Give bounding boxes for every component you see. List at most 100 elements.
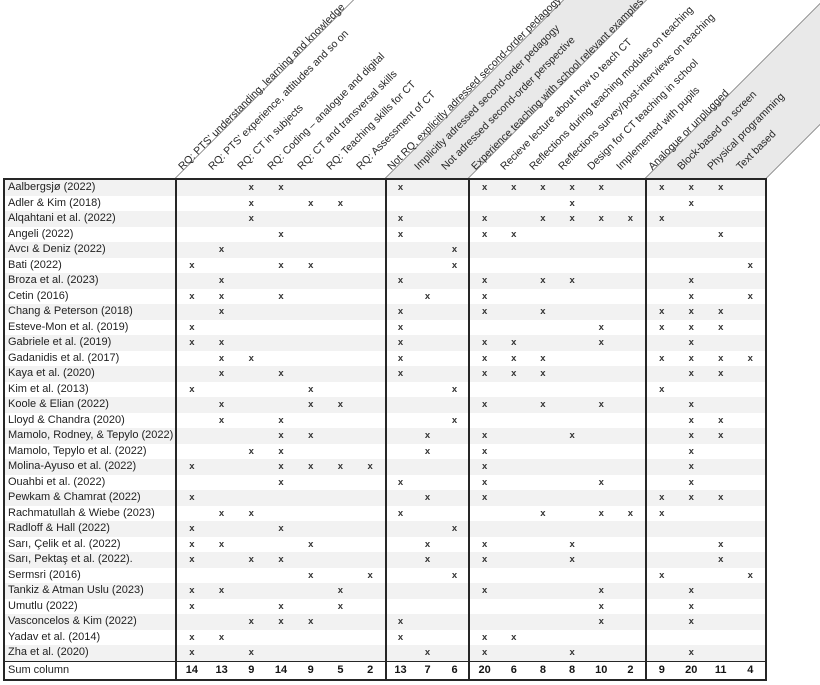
matrix-cell: x [397, 306, 404, 317]
matrix-cell [587, 521, 616, 537]
matrix-cell: x [278, 368, 284, 379]
matrix-cell [528, 242, 557, 258]
matrix-cell [326, 227, 356, 243]
matrix-cell [587, 413, 616, 429]
matrix-cell [387, 583, 414, 599]
matrix-cell: x [718, 228, 724, 240]
matrix-cell [266, 506, 296, 522]
matrix-cell [326, 645, 356, 661]
matrix-cell [499, 428, 528, 444]
matrix-cell [706, 196, 736, 212]
matrix-cell [587, 289, 616, 305]
matrix-cell [616, 227, 645, 243]
matrix-cell [441, 227, 468, 243]
matrix-cell: x [481, 476, 488, 488]
matrix-cell [177, 413, 207, 429]
matrix-cell [326, 413, 356, 429]
column-group: x [468, 459, 645, 475]
matrix-cell [706, 645, 736, 661]
table-row: Aalbergsjø (2022) x x x x x x x x x x x [5, 180, 765, 196]
matrix-cell [355, 351, 385, 367]
matrix-cell [326, 304, 356, 320]
matrix-cell [558, 382, 587, 398]
row-label: Ouahbi et al. (2022) [8, 475, 106, 488]
matrix-cell [177, 196, 207, 212]
matrix-cell [528, 583, 557, 599]
matrix-cell: x [511, 631, 517, 643]
matrix-cell [207, 227, 237, 243]
matrix-cell [736, 537, 766, 553]
row-label: Molina-Ayuso et al. (2022) [8, 460, 137, 472]
column-group: x [385, 614, 468, 630]
matrix-cell [528, 289, 557, 305]
matrix-cell [706, 568, 736, 584]
row-label: Pewkam & Chamrat (2022) [8, 491, 141, 503]
matrix-cell [616, 304, 645, 320]
column-group: x [645, 536, 766, 553]
matrix-cell [326, 320, 356, 336]
matrix-cell: x [189, 554, 195, 565]
column-group: x [645, 645, 765, 661]
matrix-cell: x [481, 337, 488, 348]
matrix-cell: x [511, 368, 517, 379]
matrix-cell [736, 475, 766, 491]
row-label: Lloyd & Chandra (2020) [8, 413, 125, 426]
matrix-cell [616, 413, 645, 429]
matrix-cell [528, 382, 557, 398]
sum-cell: 9 [248, 663, 255, 676]
matrix-cell [296, 583, 326, 599]
matrix-cell [296, 180, 326, 196]
matrix-cell [355, 552, 385, 568]
matrix-cell [296, 521, 326, 537]
matrix-cell: x [718, 306, 724, 317]
matrix-cell: x [569, 538, 575, 550]
matrix-cell: x [569, 430, 575, 441]
matrix-cell [647, 366, 677, 382]
column-group: x [385, 257, 468, 273]
matrix-cell [441, 444, 468, 460]
column-group: x [385, 319, 468, 335]
column-group [468, 567, 645, 583]
matrix-cell [647, 599, 677, 615]
table-row: Pewkam & Chamrat (2022) x x x x x x [5, 490, 765, 506]
column-group: x [645, 335, 765, 351]
matrix-cell: x [189, 538, 195, 550]
matrix-cell [355, 382, 385, 398]
matrix-cell [528, 599, 557, 615]
matrix-cell [647, 242, 677, 258]
matrix-cell [736, 506, 766, 522]
matrix-cell [736, 630, 766, 646]
matrix-cell [441, 366, 468, 382]
matrix-cell [558, 583, 587, 599]
matrix-cell [677, 568, 707, 584]
matrix-cell [236, 630, 266, 646]
sum-cell: 14 [185, 663, 198, 676]
matrix-cell [736, 196, 766, 212]
matrix-cell: x [337, 197, 344, 209]
matrix-cell: x [540, 275, 546, 286]
matrix-cell: x [659, 306, 665, 317]
matrix-cell [177, 180, 207, 196]
matrix-cell [236, 335, 266, 351]
table-row: Angeli (2022) x x x x x [5, 226, 765, 243]
matrix-cell [470, 413, 499, 429]
matrix-cell [441, 490, 468, 506]
matrix-cell [441, 304, 468, 320]
matrix-cell [558, 521, 587, 537]
matrix-cell [296, 289, 326, 305]
matrix-cell [706, 599, 736, 615]
row-label: Radloff & Hall (2022) [8, 522, 110, 534]
column-group: x [385, 505, 468, 521]
column-group: 9 20 11 4 [645, 661, 765, 679]
matrix-cell: x [481, 306, 488, 317]
matrix-cell [706, 397, 736, 413]
column-group: x [645, 211, 765, 227]
matrix-cell [587, 351, 616, 367]
matrix-cell [414, 242, 441, 258]
